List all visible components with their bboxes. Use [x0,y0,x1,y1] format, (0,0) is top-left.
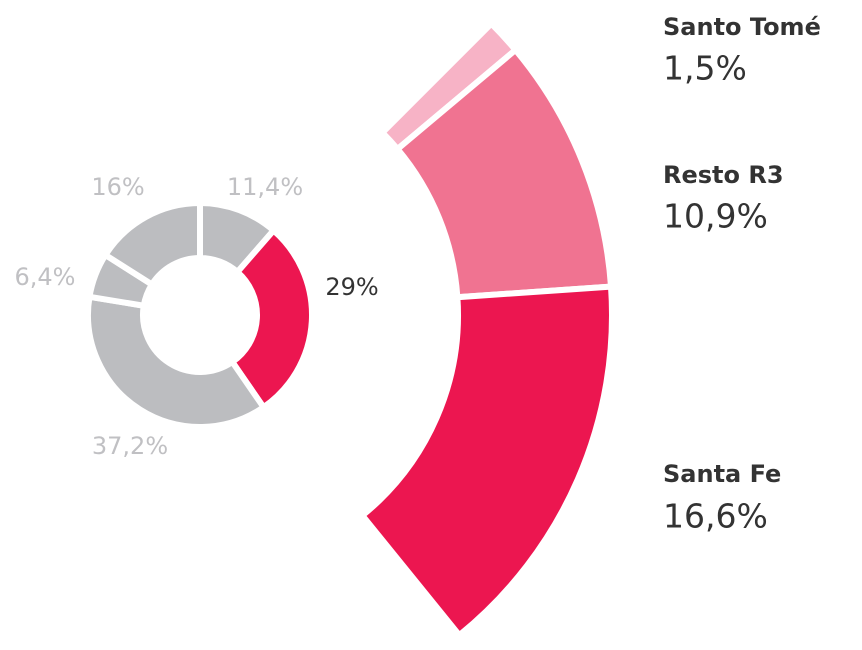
value-label: 10,9% [663,197,768,236]
donut-slice [228,226,315,412]
category-label: Santo Tomé [663,13,821,41]
slice-label: 29% [325,273,378,301]
donut-slice [101,199,203,289]
slice-label: 6,4% [15,263,76,291]
value-label: 1,5% [663,49,747,88]
slice-label: 16% [91,173,144,201]
slice-label: 11,4% [227,173,303,201]
value-label: 16,6% [663,497,768,536]
category-label: Santa Fe [663,460,781,488]
donut-slice [85,293,268,430]
breakdown-slice [358,283,615,640]
slice-label: 37,2% [92,432,168,460]
category-label: Resto R3 [663,161,784,189]
